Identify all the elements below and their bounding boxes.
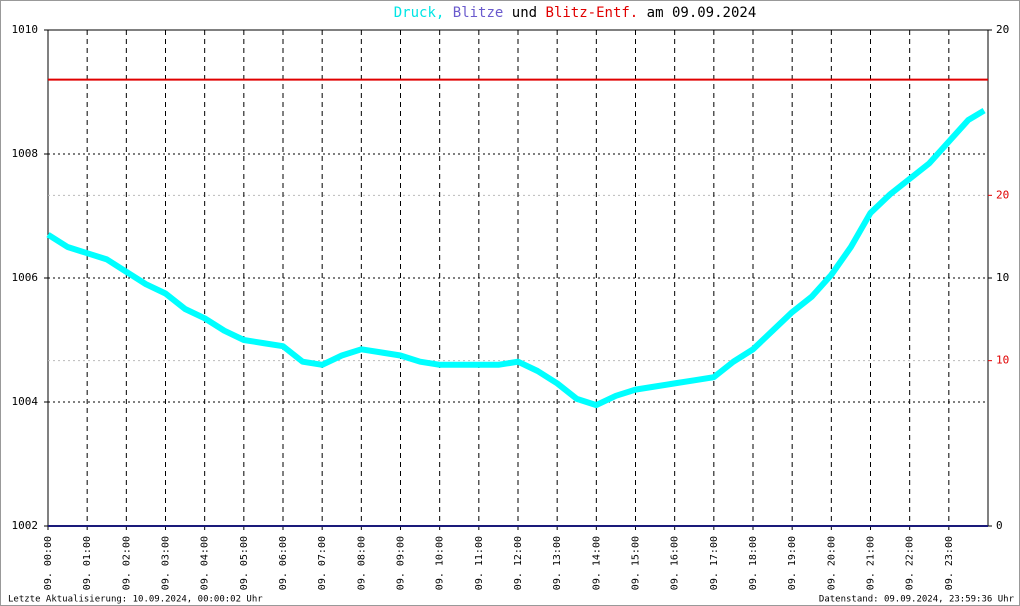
- x-tick-label: 09. 13:00: [552, 536, 563, 590]
- x-tick-label: 09. 12:00: [513, 536, 524, 590]
- title-part: am 09.09.2024: [647, 5, 757, 21]
- x-tick-label: 09. 01:00: [82, 536, 93, 590]
- x-tick-label: 09. 09:00: [396, 536, 407, 590]
- y-tick-label: 1002: [12, 519, 39, 532]
- footer-right: Datenstand: 09.09.2024, 23:59:36 Uhr: [819, 595, 1015, 605]
- title-part: und: [512, 5, 537, 21]
- title-part: Druck,: [394, 5, 445, 21]
- x-tick-label: 09. 15:00: [631, 536, 642, 590]
- y2-tick-label: 10: [996, 271, 1009, 284]
- x-tick-label: 09. 10:00: [435, 536, 446, 590]
- x-tick-label: 09. 19:00: [787, 536, 798, 590]
- x-tick-label: 09. 02:00: [121, 536, 132, 590]
- x-tick-label: 09. 14:00: [591, 536, 602, 590]
- x-tick-label: 09. 11:00: [474, 536, 485, 590]
- y2-tick-label: 20: [996, 23, 1009, 36]
- x-tick-label: 09. 06:00: [278, 536, 289, 590]
- x-tick-label: 09. 08:00: [356, 536, 367, 590]
- chart-title: Druck, Blitze und Blitz-Entf. am 09.09.2…: [394, 5, 757, 21]
- y-tick-label: 1008: [12, 147, 39, 160]
- x-tick-label: 09. 03:00: [161, 536, 172, 590]
- y3-tick-label: 10: [996, 354, 1009, 367]
- y-tick-label: 1006: [12, 271, 39, 284]
- title-part: Blitze: [453, 5, 504, 21]
- footer-left: Letzte Aktualisierung: 10.09.2024, 00:00…: [8, 595, 263, 605]
- y-tick-label: 1004: [12, 395, 39, 408]
- x-tick-label: 09. 17:00: [709, 536, 720, 590]
- y2-tick-label: 0: [996, 519, 1003, 532]
- x-tick-label: 09. 18:00: [748, 536, 759, 590]
- x-tick-label: 09. 00:00: [43, 536, 54, 590]
- x-tick-label: 09. 04:00: [200, 536, 211, 590]
- x-tick-label: 09. 22:00: [905, 536, 916, 590]
- x-tick-label: 09. 20:00: [826, 536, 837, 590]
- x-tick-label: 09. 05:00: [239, 536, 250, 590]
- x-tick-label: 09. 23:00: [944, 536, 955, 590]
- y3-tick-label: 20: [996, 188, 1009, 201]
- title-part: Blitz-Entf.: [546, 5, 639, 21]
- series-line: [46, 108, 986, 409]
- y-tick-label: 1010: [12, 23, 39, 36]
- x-tick-label: 09. 07:00: [317, 536, 328, 590]
- x-tick-label: 09. 21:00: [866, 536, 877, 590]
- x-tick-label: 09. 16:00: [670, 536, 681, 590]
